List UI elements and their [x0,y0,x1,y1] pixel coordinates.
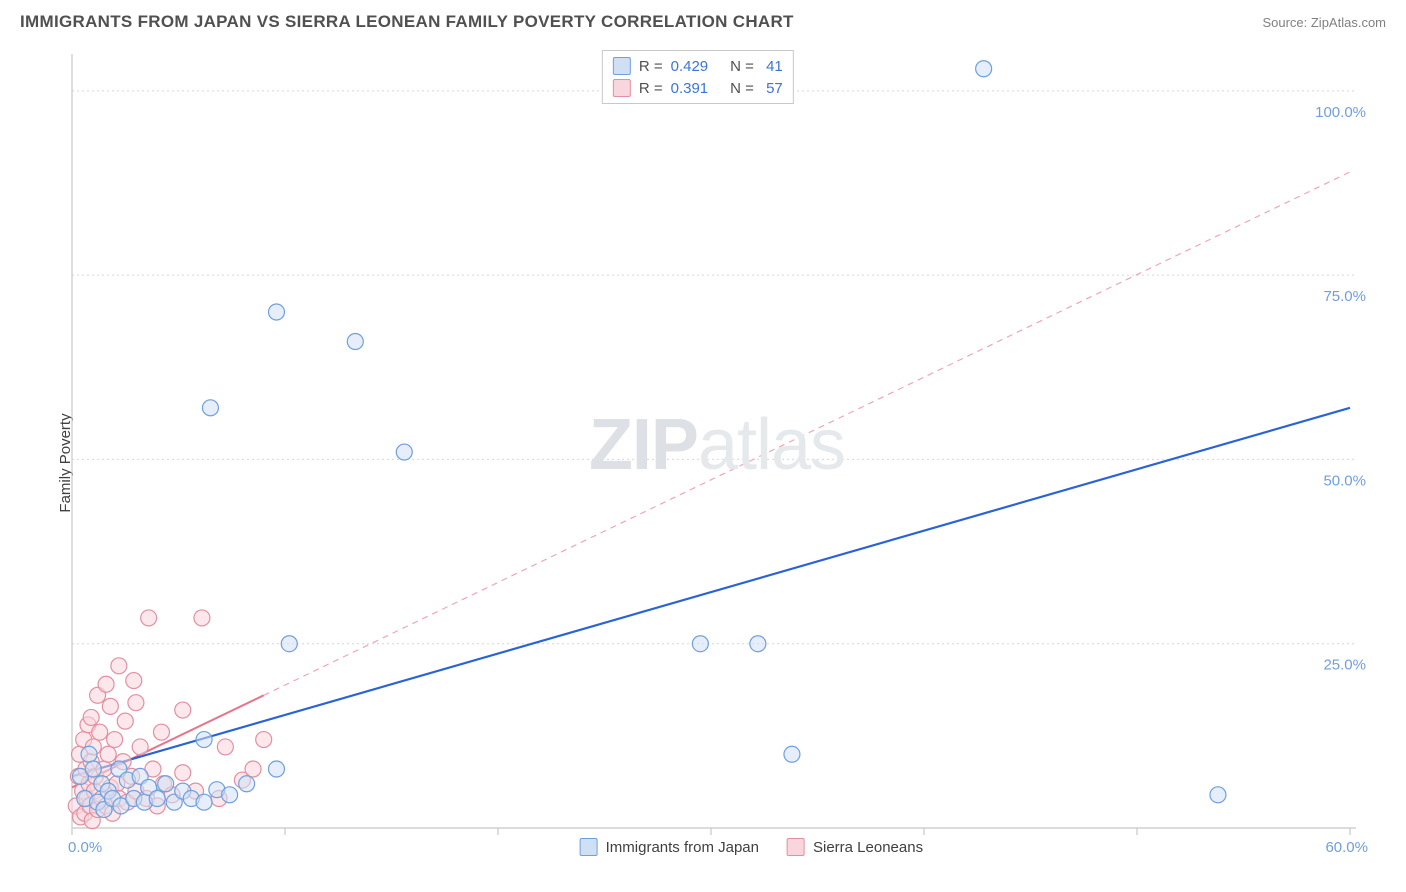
n-value: 41 [762,58,783,75]
legend-label: Immigrants from Japan [606,839,759,856]
legend-swatch [613,79,631,97]
chart-source: Source: ZipAtlas.com [1262,15,1386,30]
n-label: N = [730,58,754,75]
r-value: 0.429 [671,58,709,75]
legend-swatch [787,838,805,856]
svg-text:75.0%: 75.0% [1323,288,1366,305]
svg-text:100.0%: 100.0% [1315,104,1366,121]
svg-text:50.0%: 50.0% [1323,472,1366,489]
svg-text:60.0%: 60.0% [1325,839,1368,854]
correlation-legend: R = 0.429 N = 41 R = 0.391 N = 57 [602,50,794,104]
series-legend: Immigrants from Japan Sierra Leoneans [580,838,923,856]
svg-text:25.0%: 25.0% [1323,657,1366,674]
chart-title: IMMIGRANTS FROM JAPAN VS SIERRA LEONEAN … [20,12,794,32]
svg-text:0.0%: 0.0% [68,839,102,854]
legend-row: R = 0.391 N = 57 [613,77,783,99]
chart-header: IMMIGRANTS FROM JAPAN VS SIERRA LEONEAN … [0,0,1406,36]
plot-area: 25.0%50.0%75.0%100.0%0.0%60.0% ZIPatlas … [54,44,1380,854]
n-label: N = [730,80,754,97]
r-value: 0.391 [671,80,709,97]
legend-label: Sierra Leoneans [813,839,923,856]
scatter-svg: 25.0% 50.0% 75.0% 100.0% 0.0% 60.0% [54,44,1380,854]
chart-container: Family Poverty 25.0%50.0%75.0%100.0%0.0%… [22,44,1384,882]
legend-item: Sierra Leoneans [787,838,923,856]
legend-item: Immigrants from Japan [580,838,759,856]
legend-swatch [613,57,631,75]
r-label: R = [639,58,663,75]
legend-row: R = 0.429 N = 41 [613,55,783,77]
n-value: 57 [762,80,783,97]
r-label: R = [639,80,663,97]
legend-swatch [580,838,598,856]
